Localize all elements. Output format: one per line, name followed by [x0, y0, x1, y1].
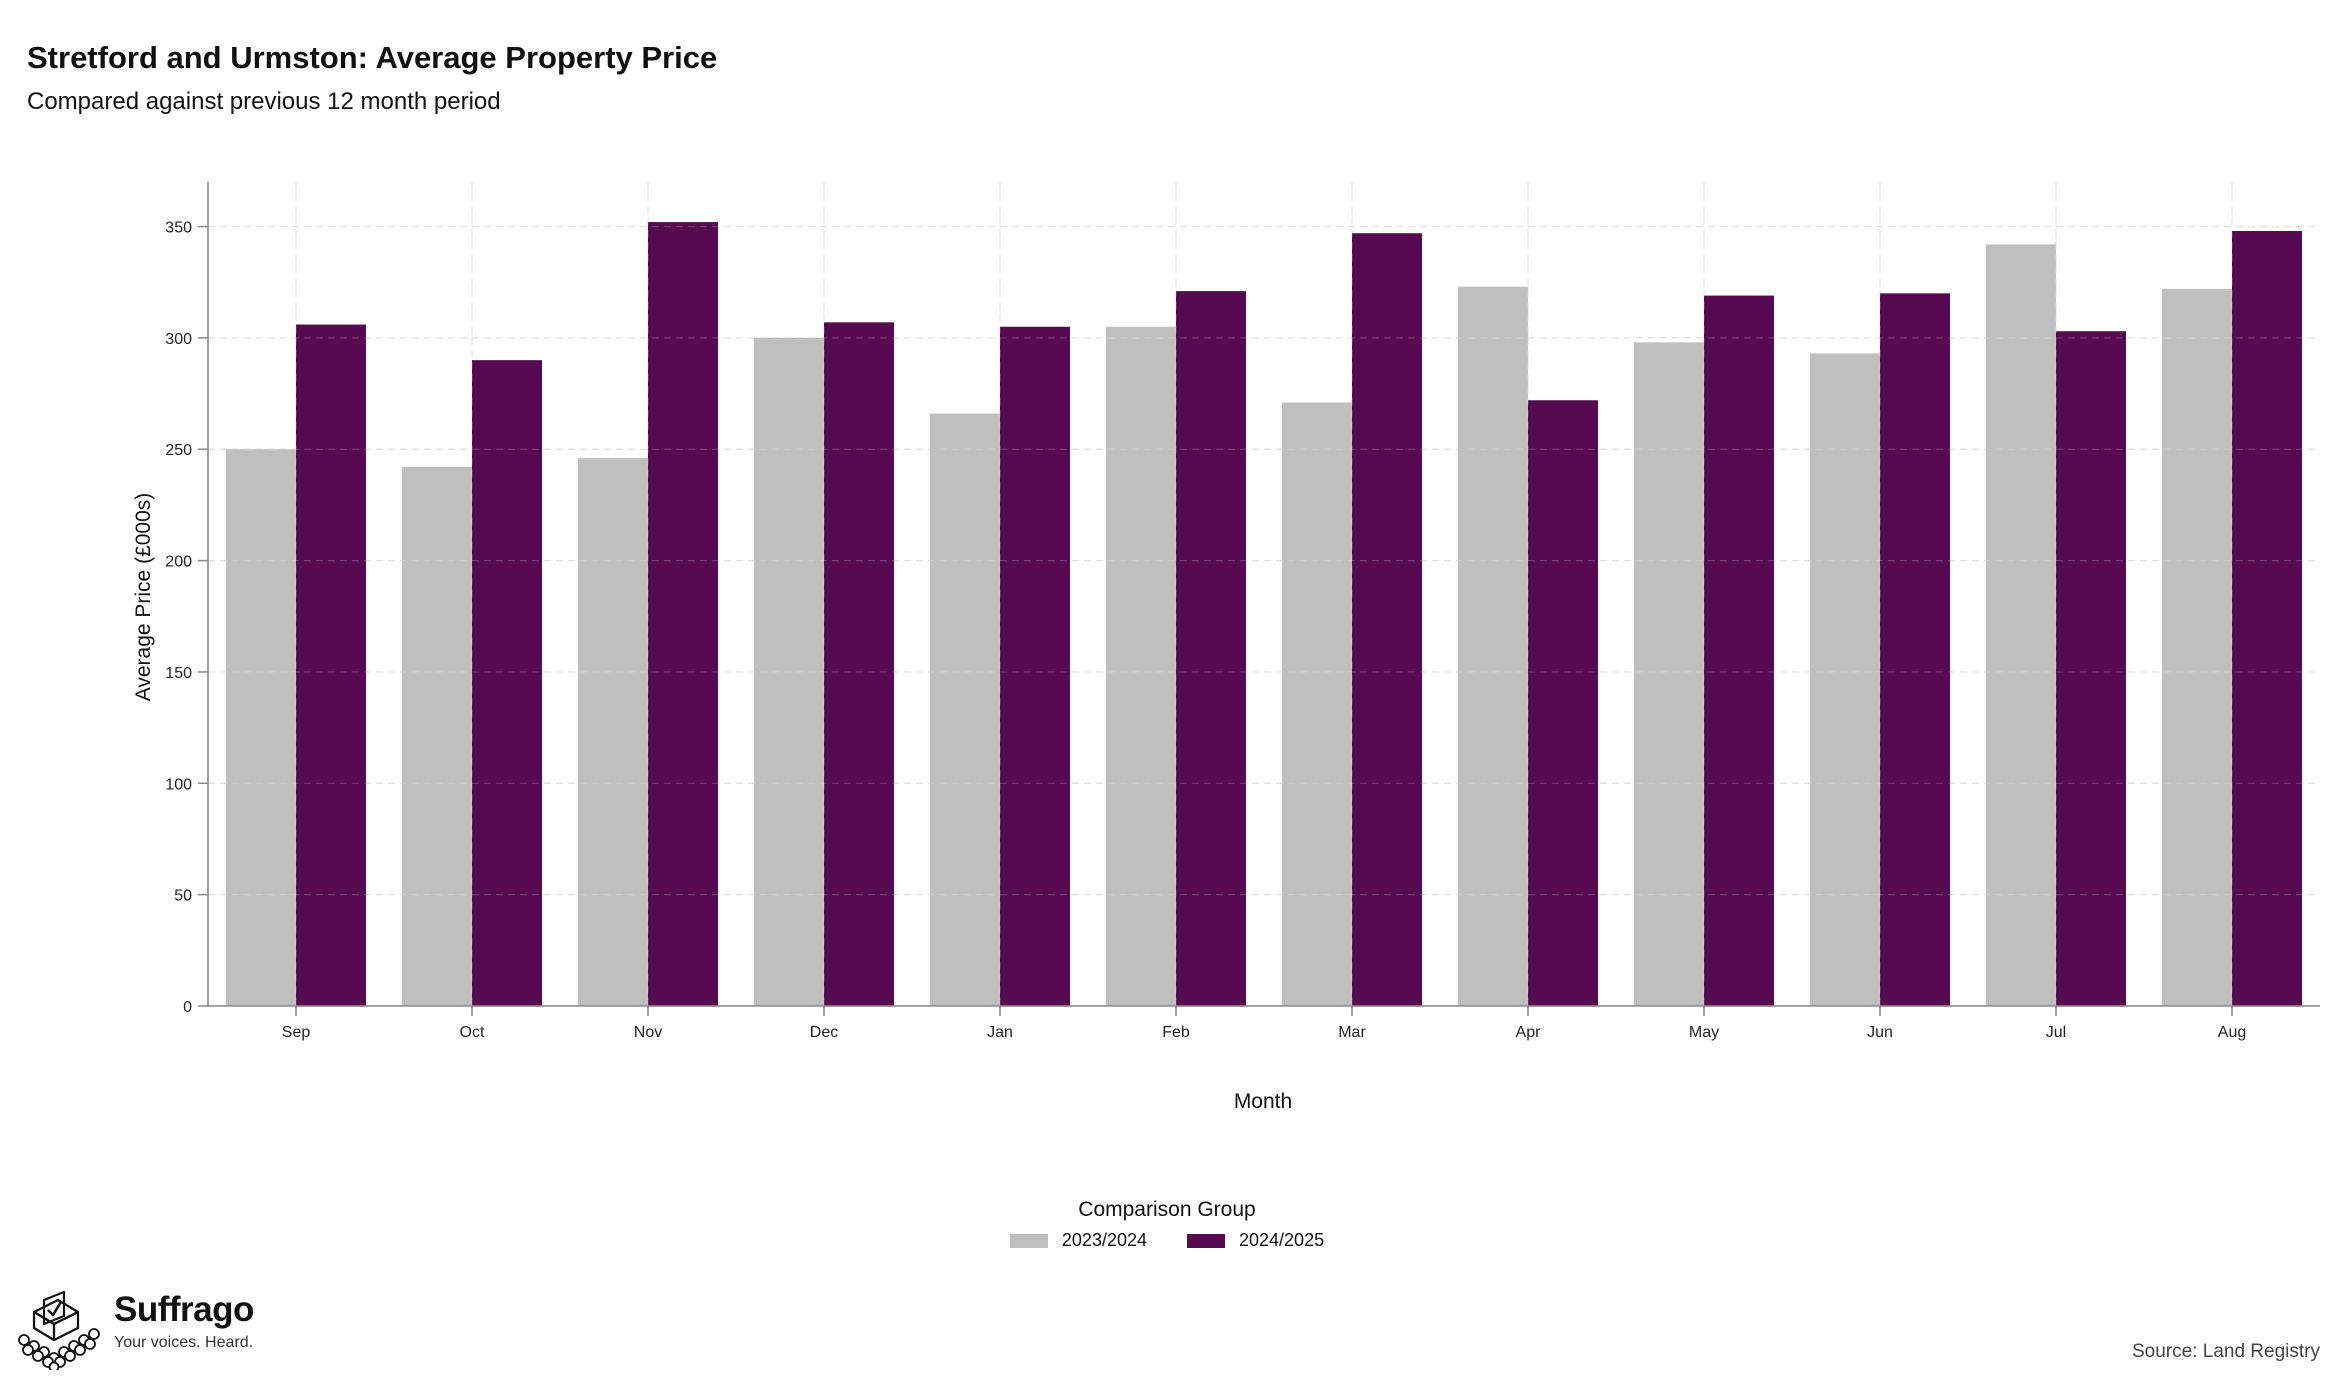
bar-jul-2024-2025 [2056, 331, 2126, 1006]
bar-sep-2023-2024 [226, 449, 296, 1006]
bar-nov-2024-2025 [648, 222, 718, 1006]
bar-mar-2024-2025 [1352, 233, 1422, 1006]
chart-title: Stretford and Urmston: Average Property … [27, 40, 718, 75]
y-tick-label-200: 200 [165, 554, 192, 571]
bar-oct-2023-2024 [402, 467, 472, 1006]
y-tick-label-350: 350 [165, 220, 192, 237]
bar-may-2024-2025 [1704, 295, 1774, 1006]
brand-logo: Suffrago Your voices. Heard. [14, 1290, 254, 1370]
x-tick-label-aug: Aug [2218, 1024, 2246, 1041]
y-tick-label-100: 100 [165, 776, 192, 793]
bar-nov-2023-2024 [578, 458, 648, 1006]
x-tick-label-mar: Mar [1338, 1024, 1366, 1041]
bar-aug-2024-2025 [2232, 230, 2302, 1006]
legend-swatch-2023-2024 [1009, 1233, 1048, 1248]
bars [208, 182, 2320, 1007]
y-tick-label-300: 300 [165, 331, 192, 348]
legend-item-2024-2025: 2024/2025 [1187, 1230, 1324, 1251]
x-tick-label-oct: Oct [460, 1024, 485, 1041]
x-tick-label-jul: Jul [2046, 1024, 2066, 1041]
bar-jun-2024-2025 [1880, 293, 1950, 1007]
x-axis-title: Month [1234, 1090, 1292, 1113]
y-tick-label-250: 250 [165, 442, 192, 459]
y-tick-label-150: 150 [165, 665, 192, 682]
y-tick-label-0: 0 [183, 999, 192, 1016]
legend-label-2024-2025: 2024/2025 [1239, 1230, 1325, 1250]
legend: Comparison Group 2023/2024 2024/2025 [0, 1198, 2334, 1253]
chart-subtitle: Compared against previous 12 month perio… [27, 88, 501, 115]
ballot-box-icon [18, 1290, 100, 1370]
y-axis-title: Average Price (£000s) [132, 493, 155, 702]
x-tick-labels: Sep Oct Nov Dec Jan Feb Mar Apr May Jun Jul Aug [282, 1024, 2246, 1041]
bar-chart: 0 50 100 150 200 250 300 350 Sep Oct Nov Dec Jan Feb… [132, 182, 2320, 1113]
x-tick-label-apr: Apr [1516, 1024, 1542, 1041]
brand-tagline: Your voices. Heard. [114, 1334, 254, 1351]
x-tick-label-jun: Jun [1867, 1024, 1893, 1041]
bar-jun-2023-2024 [1810, 353, 1880, 1006]
legend-title: Comparison Group [1078, 1198, 1256, 1221]
x-tick-label-nov: Nov [634, 1024, 662, 1041]
source-note: Source: Land Registry [2132, 1341, 2320, 1362]
legend-item-2023-2024: 2023/2024 [1009, 1230, 1147, 1251]
bar-oct-2024-2025 [472, 360, 542, 1006]
x-tick-label-dec: Dec [810, 1024, 838, 1041]
bar-sep-2024-2025 [296, 324, 366, 1006]
bar-dec-2023-2024 [754, 337, 824, 1006]
bar-jan-2023-2024 [930, 413, 1000, 1006]
bar-dec-2024-2025 [824, 322, 894, 1006]
x-tick-label-jan: Jan [987, 1024, 1013, 1041]
y-tick-label-50: 50 [174, 888, 192, 905]
bar-mar-2023-2024 [1282, 402, 1352, 1006]
bar-feb-2023-2024 [1106, 326, 1176, 1007]
axes [198, 182, 2320, 1016]
x-tick-label-may: May [1689, 1024, 1719, 1041]
x-tick-label-sep: Sep [282, 1024, 311, 1041]
y-tick-labels: 0 50 100 150 200 250 300 350 [165, 220, 192, 1016]
bar-aug-2023-2024 [2162, 288, 2232, 1006]
legend-label-2023-2024: 2023/2024 [1061, 1230, 1147, 1250]
brand-name: Suffrago [114, 1290, 254, 1329]
bar-may-2023-2024 [1634, 342, 1704, 1006]
bar-apr-2024-2025 [1528, 400, 1598, 1006]
bar-feb-2024-2025 [1176, 291, 1246, 1006]
bar-apr-2023-2024 [1458, 286, 1528, 1006]
bar-jul-2023-2024 [1986, 244, 2056, 1006]
x-tick-label-feb: Feb [1162, 1024, 1190, 1041]
legend-swatch-2024-2025 [1187, 1233, 1225, 1248]
bar-jan-2024-2025 [1000, 326, 1070, 1007]
